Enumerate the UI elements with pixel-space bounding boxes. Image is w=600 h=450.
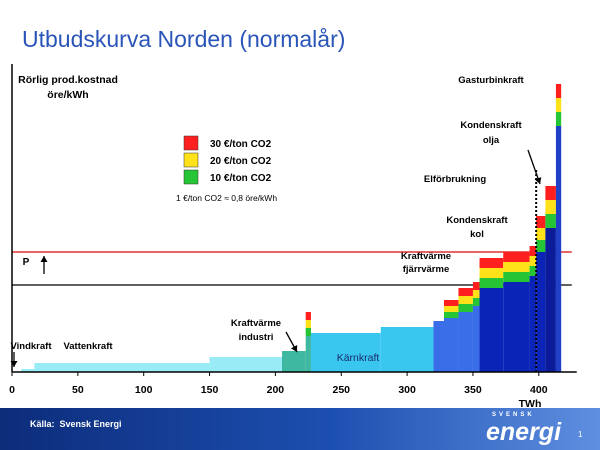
label-kondenskraft-kol-2: kol (470, 229, 484, 240)
x-tick-label-0: 0 (9, 384, 15, 396)
supply-bar-6 (380, 327, 434, 372)
co2-band-10-30 (472, 282, 480, 290)
arrow-industri-head (291, 345, 298, 352)
x-tick-label-350: 350 (464, 384, 482, 396)
co2-band-11-30 (479, 258, 504, 268)
legend-label-2: 10 €/ton CO2 (210, 173, 272, 184)
x-tick-label-300: 300 (398, 384, 416, 396)
source-credit: Källa: Svensk Energi (30, 419, 122, 429)
co2-legend: 30 €/ton CO2 20 €/ton CO2 10 €/ton CO2 1 €/… (176, 135, 277, 203)
source-label: Källa: (30, 419, 55, 429)
co2-band-13-20 (529, 256, 537, 266)
x-tick-label-150: 150 (201, 384, 219, 396)
arrow-olja-line (527, 149, 541, 185)
co2-band-4-30 (305, 312, 311, 320)
co2-band-11-10 (479, 278, 504, 288)
co2-band-16-20 (555, 98, 562, 112)
co2-band-13-10 (529, 266, 537, 276)
co2-band-9-20 (458, 296, 473, 304)
label-kondenskraft-kol-1: Kondenskraft (446, 215, 508, 226)
label-kraftvarme-fjarrvarme-1: Kraftvärme (401, 251, 451, 262)
supply-bar-12 (503, 282, 530, 372)
x-tick-label-250: 250 (332, 384, 350, 396)
y-axis-label-line1: Rörlig prod.kostnad (18, 74, 118, 86)
legend-note: 1 €/ton CO2 ≈ 0,8 öre/kWh (176, 193, 277, 203)
co2-band-12-20 (503, 262, 530, 272)
label-gasturbinkraft: Gasturbinkraft (458, 75, 524, 86)
label-karnkraft: Kärnkraft (337, 352, 380, 364)
supply-bars (21, 84, 562, 372)
label-kondenskraft-olja-2: olja (483, 135, 500, 146)
label-p: P (23, 257, 30, 268)
annotations: Vindkraft Vattenkraft Kraftvärme industri Kä… (10, 75, 542, 367)
x-tick-label-100: 100 (135, 384, 153, 396)
arrow-olja-head (534, 177, 542, 184)
co2-band-14-30 (536, 216, 546, 228)
legend-label-1: 20 €/ton CO2 (210, 156, 272, 167)
co2-band-14-20 (536, 228, 546, 240)
y-axis-label-line2: öre/kWh (47, 89, 88, 101)
x-tick-label-400: 400 (530, 384, 548, 396)
co2-band-11-20 (479, 268, 504, 278)
supply-bar-3 (281, 351, 306, 372)
y-axis-label: Rörlig prod.kostnad öre/kWh (18, 74, 118, 101)
label-vindkraft: Vindkraft (10, 341, 52, 352)
co2-band-8-30 (443, 300, 459, 306)
supply-bar-4 (305, 336, 311, 372)
label-kondenskraft-olja-1: Kondenskraft (460, 120, 522, 131)
co2-band-9-10 (458, 304, 473, 312)
co2-band-9-30 (458, 288, 473, 296)
supply-bar-0 (21, 369, 35, 372)
supply-bar-1 (34, 363, 210, 372)
supply-bar-10 (472, 306, 480, 372)
x-tick-label-50: 50 (72, 384, 84, 396)
supply-bar-11 (479, 288, 504, 372)
legend-swatch-2 (183, 169, 199, 185)
supply-bar-9 (458, 312, 473, 372)
label-elforbrukning: Elförbrukning (424, 174, 486, 185)
co2-band-4-10 (305, 328, 311, 336)
x-axis-title: TWh (519, 398, 542, 408)
co2-band-16-10 (555, 112, 562, 126)
source-name: Svensk Energi (59, 419, 122, 429)
co2-band-10-10 (472, 298, 480, 306)
co2-band-10-20 (472, 290, 480, 298)
legend-swatch-1 (183, 152, 199, 168)
supply-bar-16 (555, 126, 562, 372)
co2-band-8-20 (443, 306, 459, 312)
supply-bar-5 (310, 333, 381, 372)
supply-bar-8 (443, 318, 459, 372)
co2-band-15-20 (545, 200, 556, 214)
label-kraftvarme-fjarrvarme-2: fjärrvärme (403, 264, 449, 275)
co2-band-4-20 (305, 320, 311, 328)
supply-bar-13 (529, 276, 537, 372)
arrow-p-head (40, 256, 48, 262)
co2-band-13-30 (529, 246, 537, 256)
legend-label-0: 30 €/ton CO2 (210, 139, 272, 150)
x-tick-label-200: 200 (267, 384, 285, 396)
label-kraftvarme-industri-2: industri (239, 332, 274, 343)
label-vattenkraft: Vattenkraft (63, 341, 113, 352)
logo-subtitle: SVENSK (492, 412, 535, 418)
arrow-vindkraft-head (10, 361, 18, 367)
supply-bar-15 (545, 228, 556, 372)
label-kraftvarme-industri-1: Kraftvärme (231, 318, 281, 329)
energi-logo: energi (486, 418, 562, 446)
supply-bar-2 (209, 357, 282, 372)
legend-swatch-0 (183, 135, 199, 151)
page-number: 1 (578, 430, 583, 439)
co2-band-12-10 (503, 272, 530, 282)
co2-band-12-30 (503, 252, 530, 262)
footer-bar (0, 408, 600, 450)
co2-band-14-10 (536, 240, 546, 252)
co2-band-15-10 (545, 214, 556, 228)
slide-title: Utbudskurva Norden (normalår) (22, 26, 346, 52)
supply-bar-7 (433, 321, 444, 372)
co2-band-15-30 (545, 186, 556, 200)
supply-bar-14 (536, 252, 546, 372)
axes: 0 50 100 150 200 250 300 350 400 TWh (9, 64, 577, 408)
supply-curve-chart: Rörlig prod.kostnad öre/kWh 0 50 100 150 200… (9, 64, 577, 408)
co2-band-16-30 (555, 84, 562, 98)
co2-band-8-10 (443, 312, 459, 318)
